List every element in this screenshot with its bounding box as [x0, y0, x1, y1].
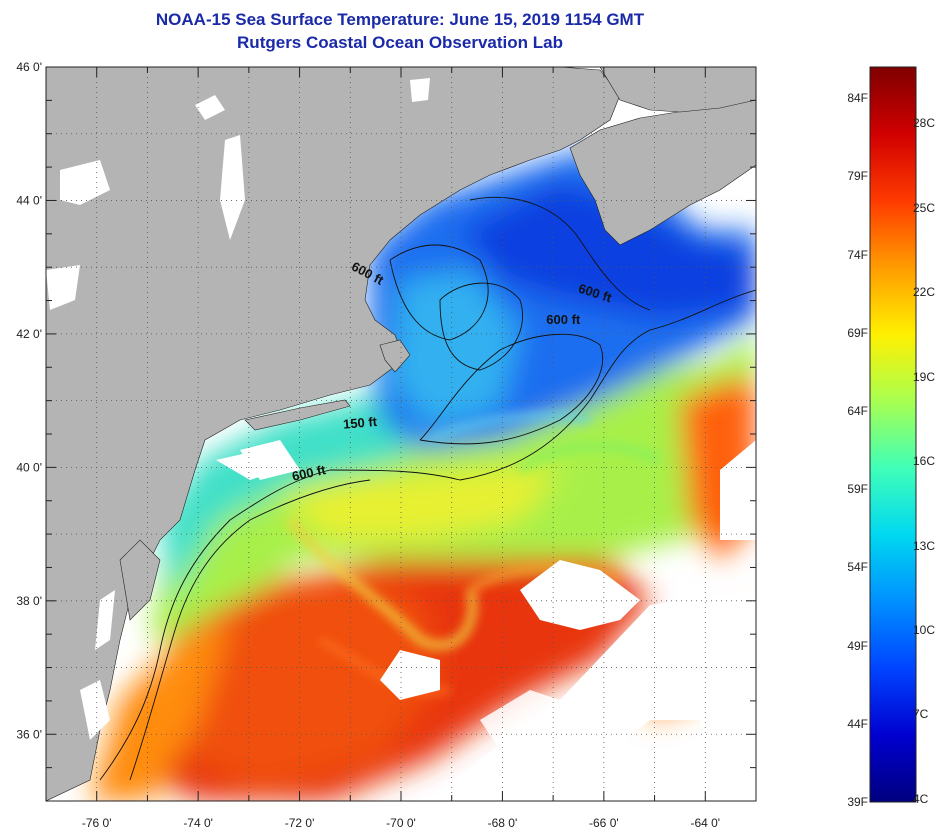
colorbar-c-label: 7C	[913, 707, 929, 722]
colorbar-c-label: 28C	[913, 116, 936, 131]
latitude-label: 36 0'	[16, 727, 42, 741]
contour-depth-label: 600 ft	[546, 312, 581, 327]
colorbar-f-label: 74F	[847, 247, 868, 262]
colorbar-c-label: 19C	[913, 369, 936, 384]
longitude-label: -72 0'	[285, 816, 315, 830]
map-subtitle: Rutgers Coastal Ocean Observation Lab	[237, 33, 563, 52]
latitude-labels: 46 0' 44 0' 42 0' 40 0' 38 0' 36 0'	[16, 60, 42, 741]
latitude-label: 38 0'	[16, 594, 42, 608]
graticule	[46, 67, 756, 801]
colorbar-c-label: 4C	[913, 791, 929, 806]
colorbar-f-label: 64F	[847, 404, 868, 419]
colorbar-f-label: 54F	[847, 560, 868, 575]
latitude-label: 40 0'	[16, 460, 42, 474]
longitude-label: -70 0'	[386, 816, 416, 830]
colorbar-c-label: 22C	[913, 285, 936, 300]
colorbar-f-label: 84F	[847, 91, 868, 106]
map-title: NOAA-15 Sea Surface Temperature: June 15…	[155, 10, 645, 29]
colorbar-c-label: 16C	[913, 454, 936, 469]
colorbar-f-label: 49F	[847, 638, 868, 653]
colorbar-f-label: 79F	[847, 169, 868, 184]
land	[46, 67, 756, 801]
colorbar-f-label: 44F	[847, 716, 868, 731]
longitude-labels: -76 0' -74 0' -72 0' -70 0' -68 0' -66 0' -64 …	[82, 816, 720, 830]
colorbar-c-label: 25C	[913, 200, 936, 215]
contour-depth-label: 150 ft	[342, 414, 378, 432]
latitude-label: 44 0'	[16, 193, 42, 207]
colorbar-f-label: 39F	[847, 795, 868, 809]
colorbar-c-label: 13C	[913, 538, 936, 553]
longitude-label: -74 0'	[183, 816, 213, 830]
colorbar-c-label: 10C	[913, 622, 936, 637]
cloud-patches	[240, 440, 756, 801]
longitude-label: -76 0'	[82, 816, 112, 830]
colorbar-f-label: 59F	[847, 482, 868, 497]
axis-ticks	[46, 66, 756, 801]
latitude-label: 46 0'	[16, 60, 42, 74]
longitude-label: -64 0'	[690, 816, 720, 830]
inland-water	[46, 78, 430, 740]
colorbar-f-label: 69F	[847, 325, 868, 340]
longitude-label: -68 0'	[488, 816, 518, 830]
latitude-label: 42 0'	[16, 327, 42, 341]
colorbar-scale	[869, 66, 917, 803]
colorbar: 84F 79F 74F 69F 64F 59F 54F 49F 44F 39F 28C 25C 22C…	[830, 60, 940, 820]
longitude-label: -66 0'	[589, 816, 619, 830]
bathymetry-contours	[99, 196, 756, 781]
